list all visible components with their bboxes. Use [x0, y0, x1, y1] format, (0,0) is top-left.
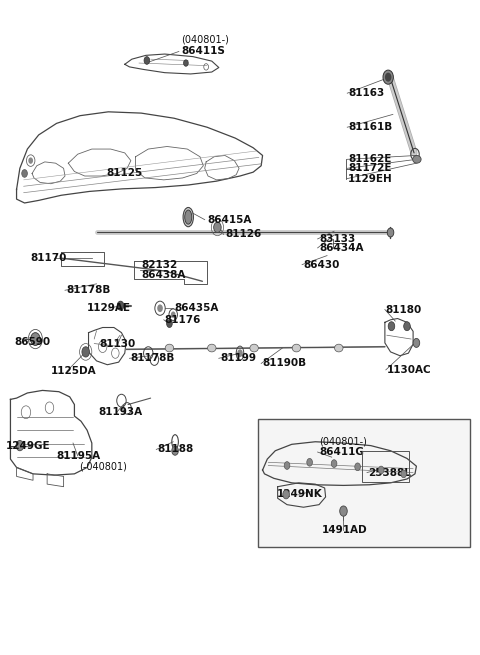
Circle shape: [167, 320, 172, 328]
Text: 81161B: 81161B: [348, 122, 393, 132]
Circle shape: [383, 70, 393, 84]
Text: (040801-): (040801-): [319, 437, 367, 447]
Text: 1129AE: 1129AE: [87, 303, 131, 313]
Text: 1129EH: 1129EH: [348, 174, 393, 183]
Circle shape: [388, 322, 395, 331]
Text: 81195A: 81195A: [57, 451, 101, 461]
Text: (-040801): (-040801): [79, 461, 127, 471]
Circle shape: [307, 458, 312, 466]
Ellipse shape: [335, 344, 343, 352]
Circle shape: [385, 73, 392, 82]
Text: 83133: 83133: [319, 234, 355, 244]
Circle shape: [378, 466, 384, 474]
Circle shape: [413, 339, 420, 347]
Circle shape: [22, 170, 27, 178]
Text: 81130: 81130: [99, 339, 135, 349]
Circle shape: [117, 301, 124, 310]
FancyBboxPatch shape: [258, 419, 469, 547]
Text: 86411G: 86411G: [319, 447, 364, 457]
Text: 81199: 81199: [220, 353, 256, 364]
Text: 81188: 81188: [157, 445, 194, 455]
Ellipse shape: [165, 344, 174, 352]
Text: 81162E: 81162E: [348, 155, 392, 164]
Text: 81190B: 81190B: [263, 358, 307, 369]
Ellipse shape: [292, 344, 300, 352]
Text: 86438A: 86438A: [141, 270, 186, 280]
Text: 1249NK: 1249NK: [276, 489, 323, 499]
Circle shape: [82, 346, 89, 357]
Text: 81125: 81125: [106, 168, 142, 178]
Circle shape: [387, 228, 394, 237]
Text: 1130AC: 1130AC: [387, 365, 432, 375]
Text: 81163: 81163: [348, 88, 384, 98]
Text: 1125DA: 1125DA: [51, 366, 96, 376]
Ellipse shape: [183, 208, 193, 227]
Circle shape: [172, 446, 179, 455]
Circle shape: [237, 349, 243, 357]
Text: 81178B: 81178B: [66, 286, 110, 295]
Text: 81176: 81176: [165, 315, 201, 325]
Circle shape: [355, 463, 360, 471]
Text: 86590: 86590: [14, 337, 50, 346]
Circle shape: [331, 460, 337, 468]
Text: 86434A: 86434A: [319, 243, 363, 253]
Ellipse shape: [250, 344, 258, 352]
Text: 86411S: 86411S: [181, 47, 225, 56]
Text: 1249GE: 1249GE: [6, 441, 50, 451]
Text: 81172E: 81172E: [348, 163, 392, 174]
Circle shape: [183, 60, 188, 66]
Circle shape: [28, 157, 33, 164]
Bar: [362, 451, 409, 481]
Circle shape: [144, 56, 150, 64]
Circle shape: [16, 440, 24, 451]
Text: 86430: 86430: [303, 259, 339, 270]
Circle shape: [171, 311, 176, 318]
Circle shape: [157, 305, 163, 312]
Circle shape: [214, 222, 221, 233]
Text: (040801-): (040801-): [181, 35, 229, 45]
Text: 86415A: 86415A: [207, 215, 252, 225]
Circle shape: [340, 506, 347, 516]
Circle shape: [404, 322, 410, 331]
Ellipse shape: [207, 344, 216, 352]
Text: 81126: 81126: [225, 229, 261, 240]
Text: 82132: 82132: [141, 259, 178, 270]
Text: 81180: 81180: [386, 305, 422, 314]
Circle shape: [31, 333, 40, 345]
Circle shape: [401, 470, 407, 477]
Text: 81170: 81170: [31, 253, 67, 263]
Circle shape: [283, 490, 289, 499]
Text: 81178B: 81178B: [131, 353, 175, 364]
Ellipse shape: [185, 210, 192, 224]
Text: 86435A: 86435A: [174, 303, 218, 313]
Ellipse shape: [413, 155, 421, 163]
Text: 81193A: 81193A: [98, 407, 142, 417]
Text: 25388L: 25388L: [368, 468, 411, 477]
Text: 1491AD: 1491AD: [322, 525, 368, 535]
Circle shape: [284, 462, 290, 470]
